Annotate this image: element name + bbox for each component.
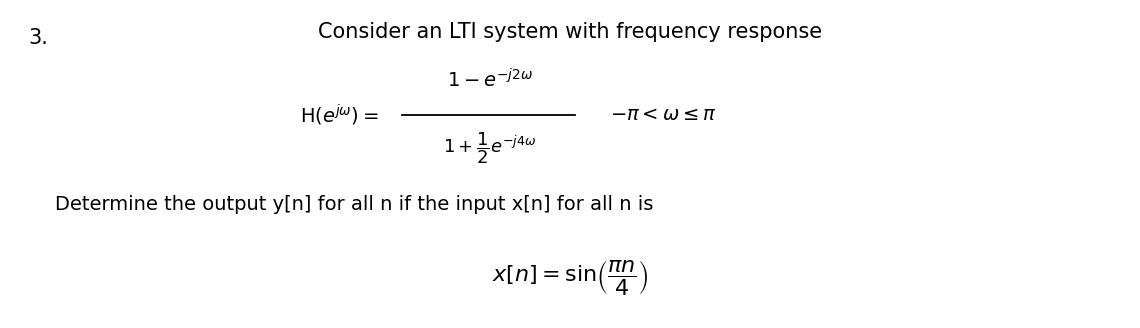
- Text: Consider an LTI system with frequency response: Consider an LTI system with frequency re…: [318, 22, 822, 42]
- Text: 3.: 3.: [28, 28, 48, 48]
- Text: $-\pi < \omega \leq \pi$: $-\pi < \omega \leq \pi$: [610, 106, 716, 125]
- Text: $1 + \dfrac{1}{2}e^{-j4\omega}$: $1 + \dfrac{1}{2}e^{-j4\omega}$: [443, 130, 537, 166]
- Text: Determine the output y[n] for all n if the input x[n] for all n is: Determine the output y[n] for all n if t…: [55, 195, 653, 214]
- Text: $1 - e^{-j2\omega}$: $1 - e^{-j2\omega}$: [447, 69, 534, 92]
- Text: $x[n] = \sin\!\left(\dfrac{\pi n}{4}\right)$: $x[n] = \sin\!\left(\dfrac{\pi n}{4}\rig…: [491, 258, 649, 297]
- Text: $\mathrm{H}(e^{j\omega}) =$: $\mathrm{H}(e^{j\omega}) =$: [300, 102, 378, 128]
